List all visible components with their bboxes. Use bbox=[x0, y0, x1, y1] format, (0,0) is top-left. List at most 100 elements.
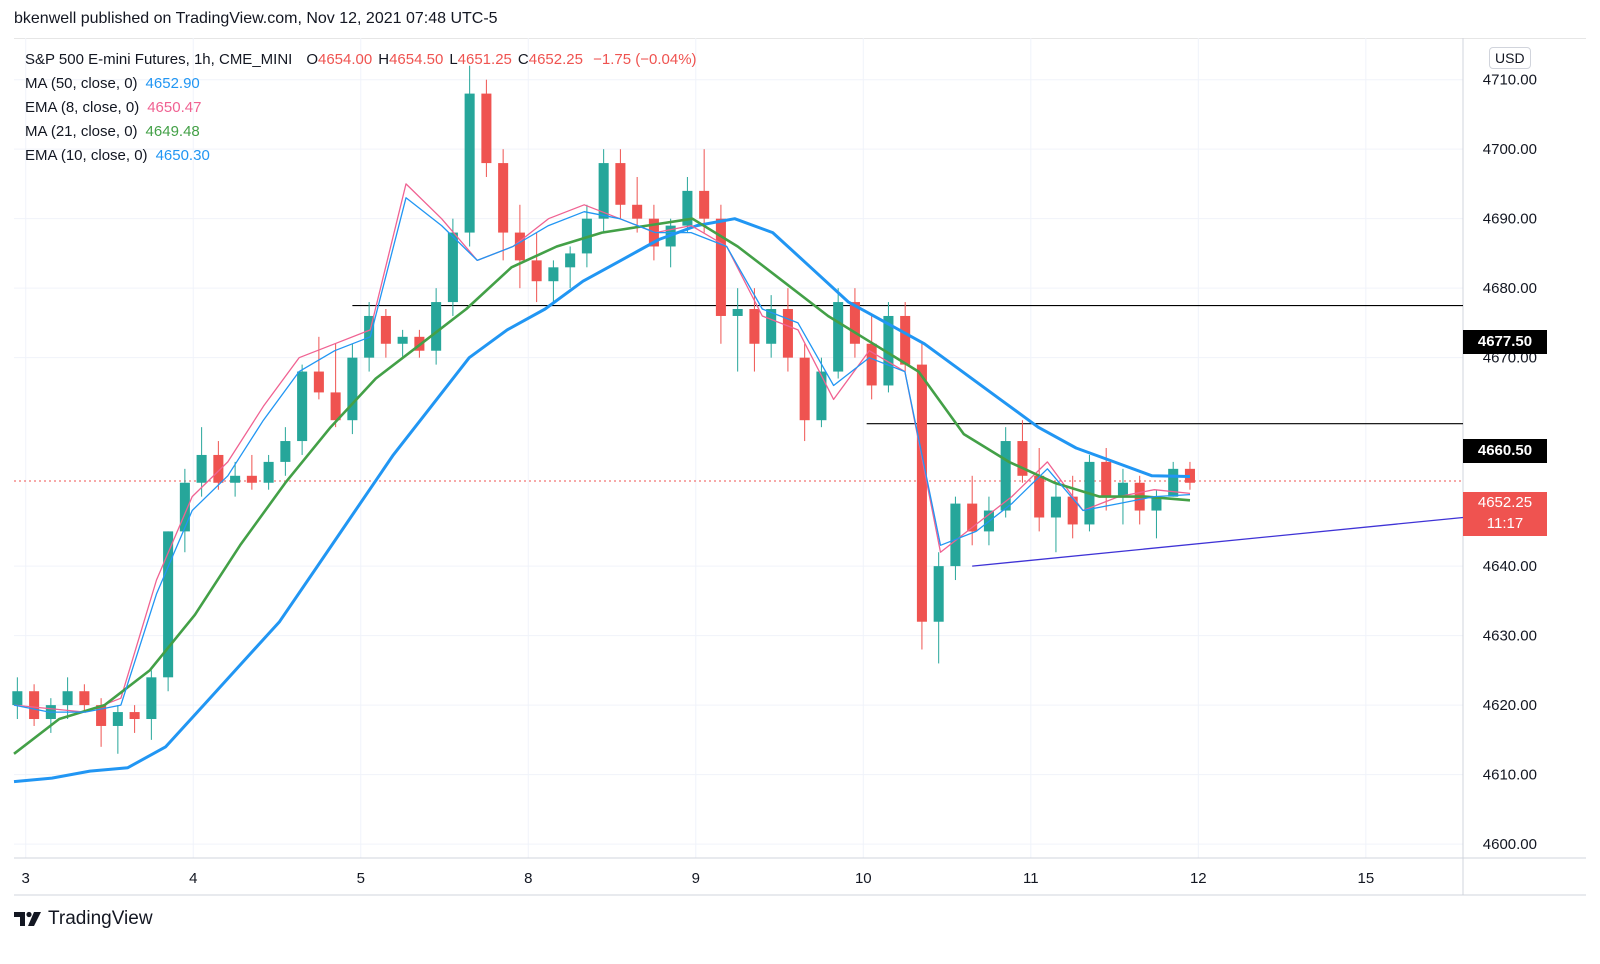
candle-body bbox=[297, 371, 308, 442]
candle-body bbox=[330, 392, 341, 421]
candle-body bbox=[179, 482, 190, 532]
candle-body bbox=[598, 163, 609, 219]
candle-body bbox=[447, 232, 458, 303]
indicator-name[interactable]: EMA (8, close, 0) bbox=[25, 99, 140, 116]
indicator-value: 4650.30 bbox=[155, 147, 210, 164]
candle-body bbox=[196, 454, 207, 483]
candle-body bbox=[29, 691, 40, 720]
candle-body bbox=[833, 302, 844, 372]
candle-body bbox=[967, 503, 978, 532]
candle-body bbox=[1067, 496, 1078, 525]
candle-body bbox=[1117, 482, 1128, 497]
legend-ema10[interactable]: EMA (10, close, 0) 4650.30 bbox=[25, 144, 210, 168]
y-tick-label: 4710.00 bbox=[1483, 72, 1537, 89]
candle-body bbox=[62, 691, 73, 706]
indicator-value: 4649.48 bbox=[145, 123, 200, 140]
candle-body bbox=[1017, 441, 1028, 476]
candle-body bbox=[1168, 468, 1179, 497]
last-price-tag: 4652.25 11:17 bbox=[1463, 492, 1547, 536]
candle-body bbox=[213, 454, 224, 483]
candle-body bbox=[565, 253, 576, 268]
tradingview-footer[interactable]: TradingView bbox=[14, 908, 153, 930]
x-tick-label: 10 bbox=[855, 870, 872, 887]
x-tick-label: 11 bbox=[1023, 870, 1039, 887]
y-tick-label: 4700.00 bbox=[1483, 141, 1537, 158]
candle-body bbox=[900, 315, 911, 365]
legend-ma21[interactable]: MA (21, close, 0) 4649.48 bbox=[25, 120, 200, 144]
indicator-name[interactable]: EMA (10, close, 0) bbox=[25, 147, 148, 164]
candle-body bbox=[816, 371, 827, 421]
indicator-name[interactable]: MA (21, close, 0) bbox=[25, 123, 138, 140]
close-label: C bbox=[517, 51, 529, 68]
x-tick-label: 3 bbox=[22, 870, 30, 887]
y-tick-label: 4600.00 bbox=[1483, 836, 1537, 853]
candle-body bbox=[12, 691, 23, 706]
candle-body bbox=[1034, 475, 1045, 518]
ma50-line bbox=[13, 217, 1191, 784]
last-price-value: 4652.25 bbox=[1477, 494, 1533, 511]
close-value: 4652.25 bbox=[528, 51, 583, 68]
high-label: H bbox=[378, 51, 390, 68]
support-trendline bbox=[972, 516, 1464, 567]
low-label: L bbox=[449, 51, 458, 68]
level-tag-upper: 4677.50 bbox=[1463, 330, 1547, 354]
candle-body bbox=[431, 302, 442, 351]
candle-body bbox=[749, 309, 760, 344]
candle-body bbox=[498, 163, 509, 233]
candle-body bbox=[782, 309, 793, 358]
y-tick-label: 4640.00 bbox=[1483, 558, 1537, 575]
candle-body bbox=[933, 566, 944, 622]
candle-body bbox=[230, 475, 241, 483]
y-tick-label: 4690.00 bbox=[1483, 211, 1537, 228]
candle-body bbox=[615, 163, 626, 205]
indicator-name[interactable]: MA (50, close, 0) bbox=[25, 75, 138, 92]
candle-body bbox=[280, 441, 291, 462]
y-tick-label: 4620.00 bbox=[1483, 697, 1537, 714]
x-tick-label: 15 bbox=[1357, 870, 1374, 887]
tradingview-logo-icon bbox=[14, 911, 41, 926]
candle-body bbox=[397, 336, 408, 344]
candle-body bbox=[481, 93, 492, 164]
candle-body bbox=[849, 302, 860, 344]
y-tick-label: 4680.00 bbox=[1483, 280, 1537, 297]
candle-body bbox=[715, 218, 726, 316]
x-tick-label: 5 bbox=[357, 870, 365, 887]
open-label: O bbox=[306, 51, 318, 68]
candle-body bbox=[916, 364, 927, 622]
high-value: 4654.50 bbox=[389, 51, 444, 68]
candle-body bbox=[1050, 496, 1061, 518]
candle-body bbox=[682, 190, 693, 226]
legend-main-series[interactable]: S&P 500 E-mini Futures, 1h, CME_MINI O 465… bbox=[25, 48, 697, 72]
legend-ma50[interactable]: MA (50, close, 0) 4652.90 bbox=[25, 72, 200, 96]
candle-body bbox=[1151, 496, 1162, 511]
currency-badge[interactable]: USD bbox=[1489, 47, 1531, 69]
candle-body bbox=[146, 677, 157, 720]
candle-body bbox=[632, 204, 643, 219]
x-tick-label: 8 bbox=[524, 870, 532, 887]
low-value: 4651.25 bbox=[457, 51, 512, 68]
y-tick-label: 4610.00 bbox=[1483, 767, 1537, 784]
legend-ema8[interactable]: EMA (8, close, 0) 4650.47 bbox=[25, 96, 201, 120]
candle-body bbox=[112, 712, 123, 726]
x-tick-label: 9 bbox=[692, 870, 700, 887]
candle-body bbox=[246, 475, 257, 483]
symbol-name[interactable]: S&P 500 E-mini Futures, 1h, CME_MINI bbox=[25, 51, 293, 68]
level-tag-lower: 4660.50 bbox=[1463, 439, 1547, 463]
indicator-value: 4652.90 bbox=[145, 75, 200, 92]
candle-body bbox=[380, 315, 391, 344]
x-tick-label: 4 bbox=[189, 870, 197, 887]
y-tick-label: 4630.00 bbox=[1483, 628, 1537, 645]
candle-body bbox=[950, 503, 961, 567]
candle-body bbox=[129, 712, 140, 720]
change-value: −1.75 (−0.04%) bbox=[593, 51, 697, 68]
candle-body bbox=[163, 531, 174, 678]
x-tick-label: 12 bbox=[1190, 870, 1207, 887]
ema10-line bbox=[13, 197, 1191, 713]
candle-body bbox=[1101, 461, 1112, 497]
candle-body bbox=[347, 357, 358, 421]
candle-body bbox=[548, 267, 559, 282]
chart-frame[interactable] bbox=[14, 38, 1586, 897]
indicator-value: 4650.47 bbox=[147, 99, 202, 116]
footer-brand: TradingView bbox=[48, 908, 153, 929]
